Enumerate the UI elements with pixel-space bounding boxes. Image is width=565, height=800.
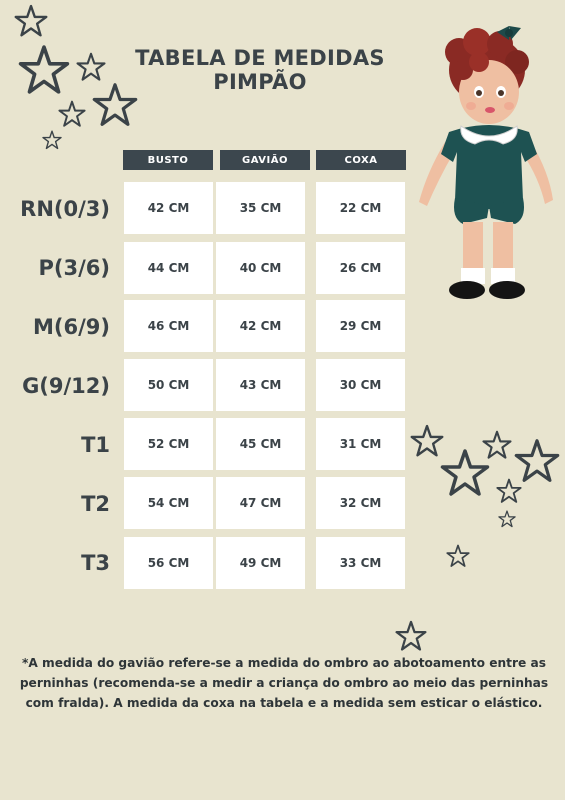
star-icon	[76, 52, 106, 82]
table-cell: 56 CM	[124, 537, 213, 589]
table-cell: 32 CM	[316, 477, 405, 529]
star-icon	[18, 44, 70, 96]
star-icon	[498, 510, 516, 528]
table-cell: 46 CM	[124, 300, 213, 352]
page-title: TABELA DE MEDIDAS PIMPÃO	[120, 46, 400, 94]
column-header-coxa: COXA	[316, 150, 406, 170]
size-label: T1	[81, 433, 110, 457]
star-icon	[440, 448, 490, 498]
table-cell: 22 CM	[316, 182, 405, 234]
table-cell: 54 CM	[124, 477, 213, 529]
size-label: T3	[81, 551, 110, 575]
table-cell: 52 CM	[124, 418, 213, 470]
table-cell: 35 CM	[216, 182, 305, 234]
table-cell: 42 CM	[216, 300, 305, 352]
title-line-2: PIMPÃO	[213, 70, 307, 94]
table-cell: 31 CM	[316, 418, 405, 470]
column-header-busto: BUSTO	[123, 150, 213, 170]
size-label: T2	[81, 492, 110, 516]
table-cell: 40 CM	[216, 242, 305, 294]
table-cell: 45 CM	[216, 418, 305, 470]
table-cell: 42 CM	[124, 182, 213, 234]
size-label: RN(0/3)	[20, 197, 110, 221]
star-icon	[58, 100, 86, 128]
star-icon	[496, 478, 522, 504]
footnote: *A medida do gavião refere-se a medida d…	[19, 656, 549, 710]
star-icon	[395, 620, 427, 652]
column-header-gaviao: GAVIÃO	[220, 150, 310, 170]
star-icon	[446, 544, 470, 568]
doll-illustration	[419, 26, 553, 299]
size-label: P(3/6)	[38, 256, 110, 280]
size-label: M(6/9)	[33, 315, 110, 339]
table-cell: 44 CM	[124, 242, 213, 294]
star-icon	[14, 4, 48, 38]
table-cell: 30 CM	[316, 359, 405, 411]
table-cell: 47 CM	[216, 477, 305, 529]
table-cell: 49 CM	[216, 537, 305, 589]
table-cell: 43 CM	[216, 359, 305, 411]
table-cell: 26 CM	[316, 242, 405, 294]
star-icon	[42, 130, 62, 150]
table-cell: 33 CM	[316, 537, 405, 589]
table-cell: 29 CM	[316, 300, 405, 352]
table-cell: 50 CM	[124, 359, 213, 411]
size-label: G(9/12)	[22, 374, 110, 398]
title-line-1: TABELA DE MEDIDAS	[135, 46, 385, 70]
star-icon	[410, 424, 444, 458]
